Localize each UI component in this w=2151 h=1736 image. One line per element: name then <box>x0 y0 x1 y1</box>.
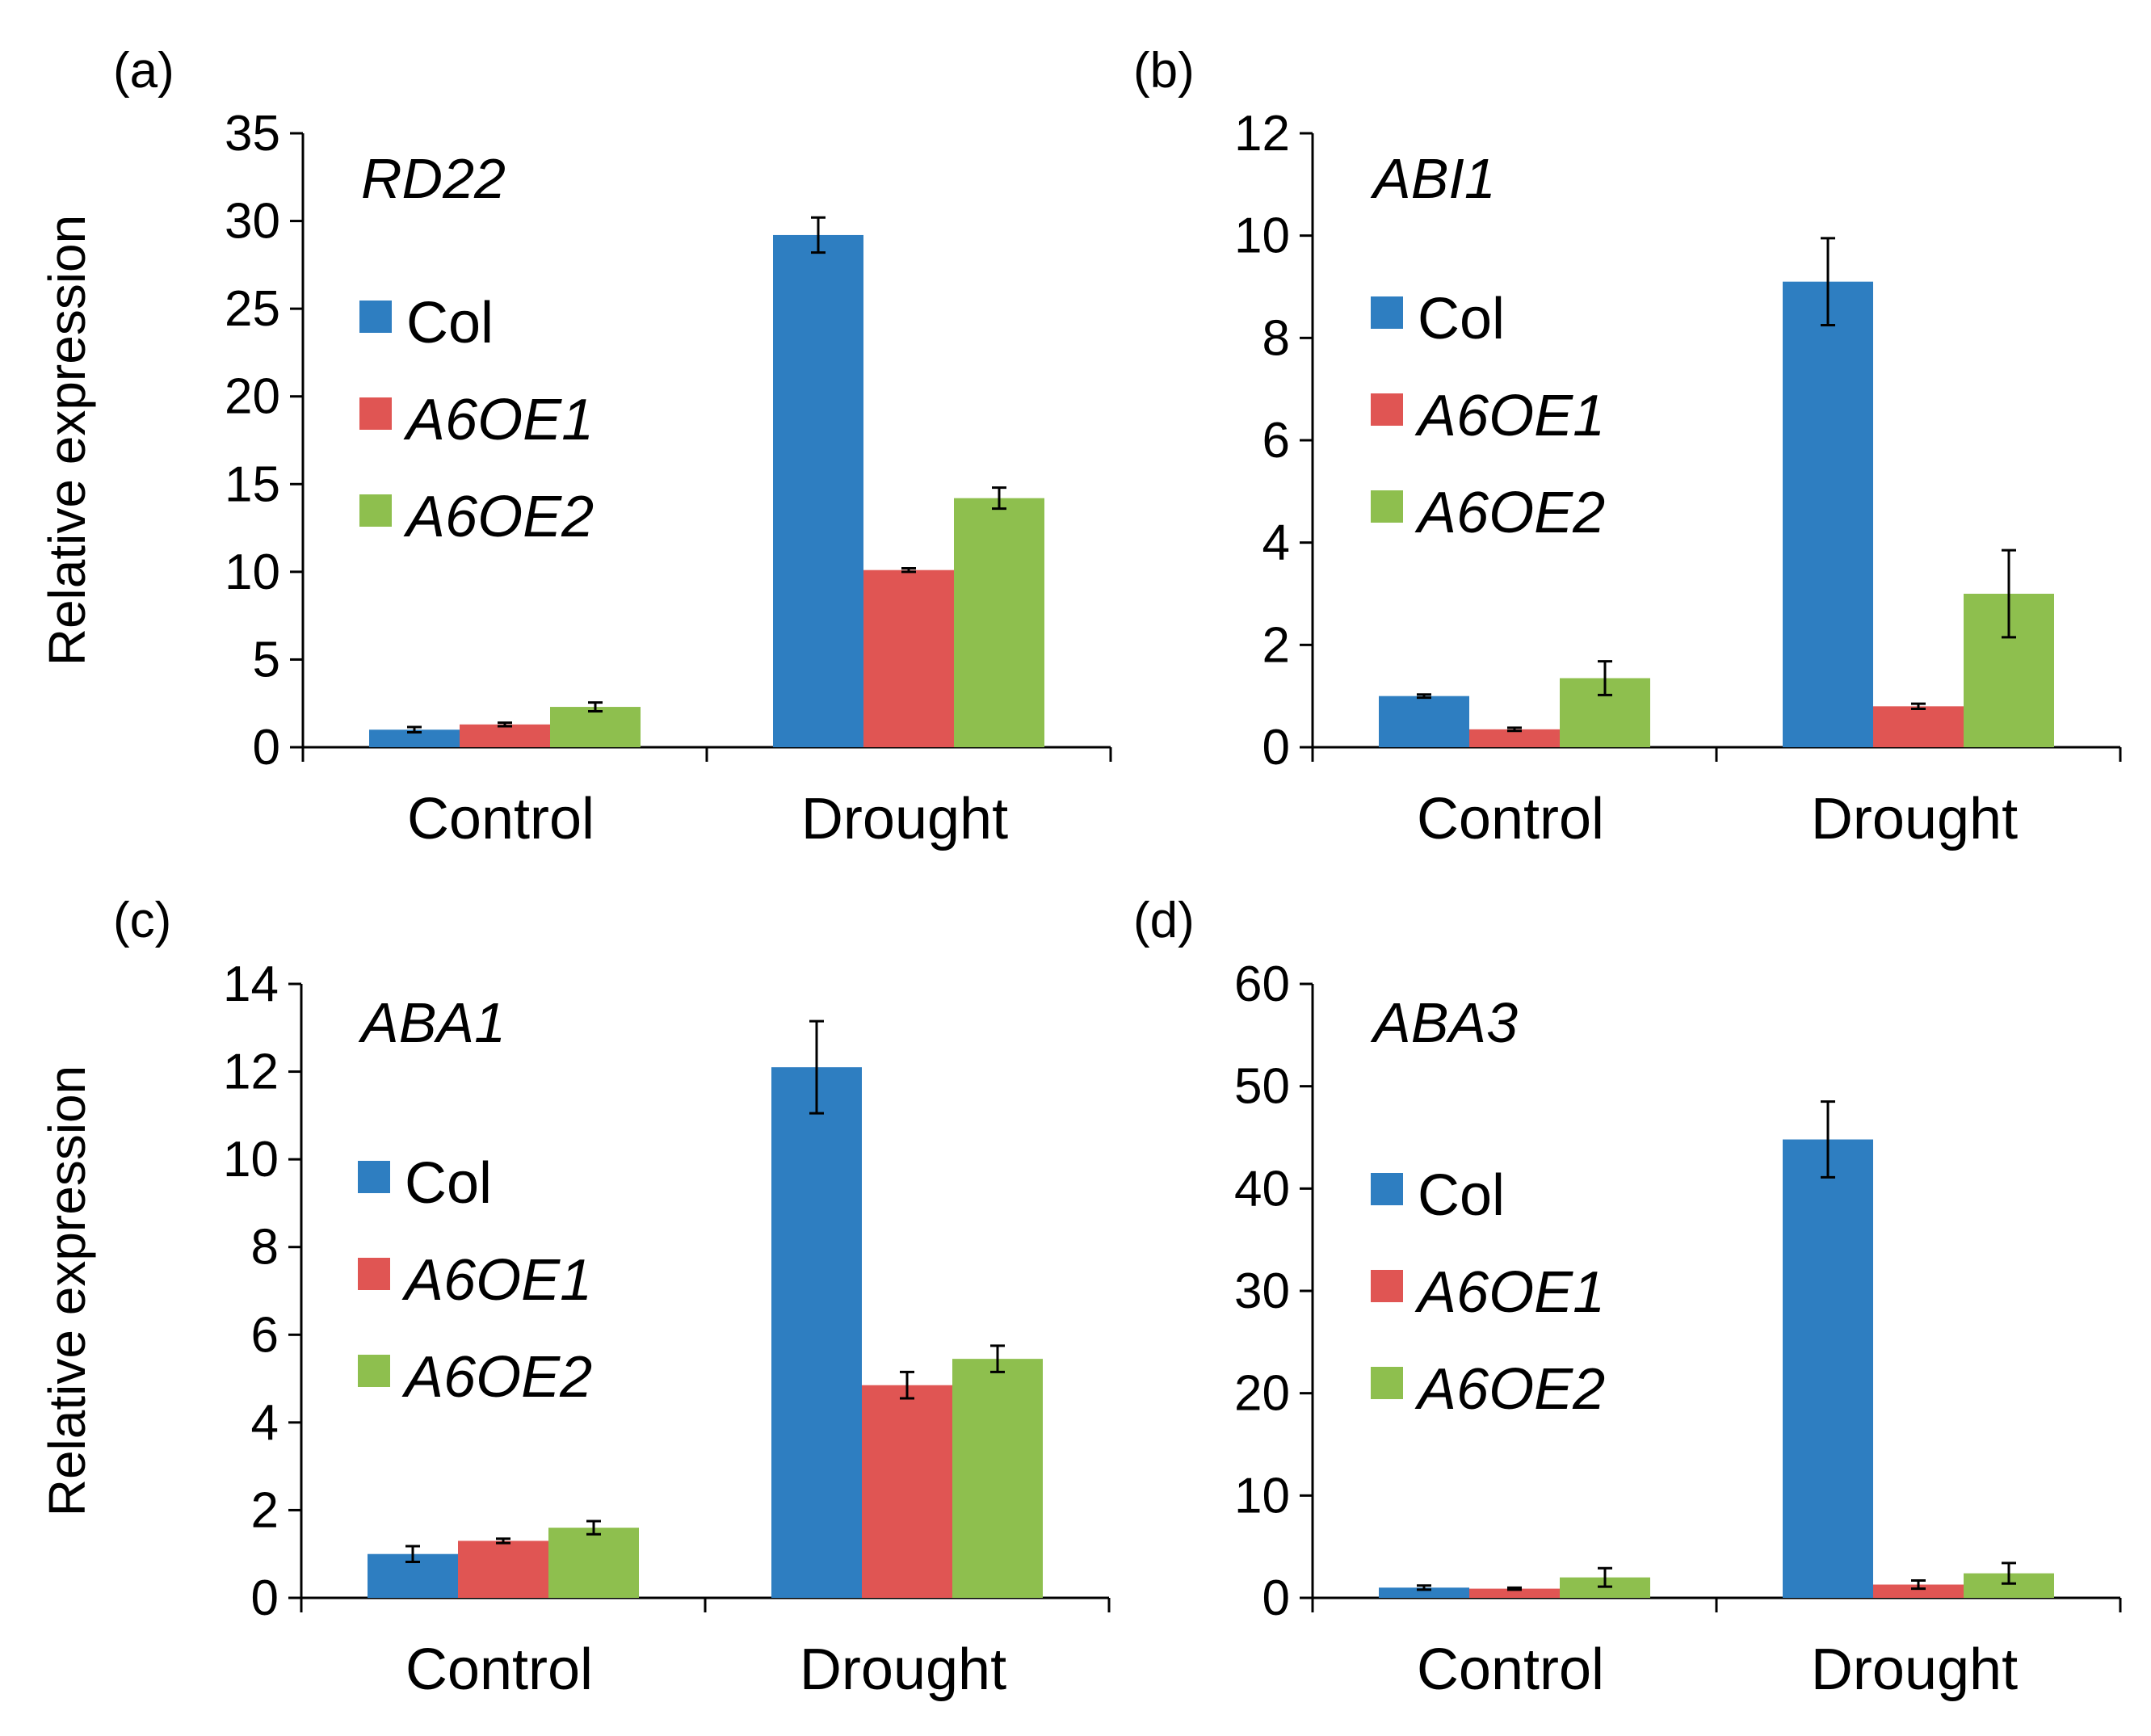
panel-label-c: (c) <box>113 893 171 948</box>
gene-title-a: RD22 <box>361 147 506 210</box>
y-tick-label-c-1: 2 <box>251 1482 279 1538</box>
bar-c-drought-a6oe2 <box>952 1359 1043 1598</box>
y-tick-label-c-5: 10 <box>223 1132 279 1187</box>
bar-a-control-a6oe1 <box>460 724 550 747</box>
y-tick-label-a-0: 0 <box>253 720 280 776</box>
y-tick-label-c-4: 8 <box>251 1220 279 1276</box>
bar-c-control-a6oe2 <box>548 1528 639 1598</box>
chart-panel-b: (b) ABI1 0 2 4 6 8 10 12 Control Drought Col A6OE1 A6… <box>1133 43 2122 851</box>
bar-a-drought-a6oe1 <box>863 570 954 747</box>
legend-label-c-col: Col <box>405 1151 492 1216</box>
legend-swatch-b-col <box>1371 296 1403 329</box>
x-category-label-d-1: Drought <box>1811 1637 2018 1702</box>
y-tick-label-d-1: 10 <box>1234 1468 1290 1524</box>
y-tick-label-c-7: 14 <box>223 956 279 1012</box>
x-category-label-b-0: Control <box>1417 787 1604 851</box>
x-category-label-b-1: Drought <box>1811 787 2018 851</box>
y-tick-label-c-3: 6 <box>251 1307 279 1363</box>
bar-a-control-a6oe2 <box>550 707 641 747</box>
bar-b-drought-a6oe1 <box>1873 706 1964 747</box>
gene-title-c: ABA1 <box>358 991 506 1054</box>
y-tick-label-d-3: 30 <box>1234 1263 1290 1319</box>
bar-a-drought-col <box>773 234 863 747</box>
bar-d-drought-col <box>1783 1139 1873 1598</box>
x-category-label-a-0: Control <box>407 787 594 851</box>
panel-label-d: (d) <box>1133 893 1195 948</box>
bar-c-control-a6oe1 <box>458 1541 548 1598</box>
legend-swatch-a-a6oe1 <box>359 397 392 430</box>
y-tick-label-b-2: 4 <box>1262 515 1290 571</box>
legend-swatch-a-a6oe2 <box>359 494 392 527</box>
x-category-label-c-0: Control <box>405 1637 593 1702</box>
y-tick-label-d-4: 40 <box>1234 1161 1290 1217</box>
bar-d-control-col <box>1379 1587 1469 1598</box>
y-axis-label-c: Relative expression <box>38 1066 96 1517</box>
panel-label-b: (b) <box>1133 43 1195 99</box>
y-tick-label-c-2: 4 <box>251 1395 279 1451</box>
legend-label-d-col: Col <box>1418 1163 1505 1228</box>
chart-panel-d: (d) ABA3 0 10 20 30 40 50 60 Control Drought Col A6O… <box>1133 893 2122 1702</box>
y-tick-label-c-0: 0 <box>251 1570 279 1626</box>
chart-panel-c: (c) ABA1 Relative expression 0 2 4 6 8 10 12 14 Con… <box>38 893 1111 1702</box>
y-tick-label-a-7: 35 <box>225 106 280 162</box>
y-tick-label-b-6: 12 <box>1234 106 1290 162</box>
legend-swatch-d-a6oe1 <box>1371 1270 1403 1302</box>
y-tick-label-a-2: 10 <box>225 544 280 600</box>
bar-c-drought-col <box>771 1067 862 1598</box>
bar-b-control-col <box>1379 696 1469 747</box>
x-category-label-d-0: Control <box>1417 1637 1604 1702</box>
bar-a-control-col <box>369 729 460 747</box>
y-tick-label-d-0: 0 <box>1262 1570 1290 1626</box>
x-category-label-c-1: Drought <box>800 1637 1006 1702</box>
x-category-label-a-1: Drought <box>801 787 1008 851</box>
legend-swatch-b-a6oe1 <box>1371 393 1403 426</box>
gene-title-b: ABI1 <box>1370 147 1496 210</box>
legend-swatch-d-a6oe2 <box>1371 1367 1403 1399</box>
y-tick-label-a-5: 25 <box>225 281 280 337</box>
legend-swatch-d-col <box>1371 1173 1403 1205</box>
legend-label-b-a6oe2: A6OE2 <box>1414 481 1605 545</box>
bar-b-drought-col <box>1783 281 1873 748</box>
bar-d-control-a6oe1 <box>1469 1588 1560 1598</box>
panel-label-a: (a) <box>113 43 174 99</box>
y-tick-label-a-6: 30 <box>225 194 280 250</box>
y-tick-label-b-0: 0 <box>1262 720 1290 776</box>
legend-label-d-a6oe1: A6OE1 <box>1414 1260 1605 1325</box>
gene-title-d: ABA3 <box>1370 991 1518 1054</box>
legend-swatch-a-col <box>359 301 392 333</box>
y-tick-label-a-4: 20 <box>225 369 280 425</box>
y-tick-label-a-3: 15 <box>225 456 280 512</box>
legend-label-d-a6oe2: A6OE2 <box>1414 1357 1605 1422</box>
legend-swatch-b-a6oe2 <box>1371 490 1403 523</box>
y-tick-label-a-1: 5 <box>253 632 280 687</box>
legend-label-b-col: Col <box>1418 287 1505 351</box>
legend-label-c-a6oe2: A6OE2 <box>401 1345 592 1410</box>
y-tick-label-c-6: 12 <box>223 1045 279 1100</box>
y-tick-label-b-5: 10 <box>1234 208 1290 264</box>
legend-label-a-col: Col <box>406 291 494 355</box>
y-tick-label-b-1: 2 <box>1262 617 1290 673</box>
legend-label-a-a6oe1: A6OE1 <box>403 388 594 452</box>
y-tick-label-b-3: 6 <box>1262 413 1290 469</box>
chart-panel-a: (a) RD22 Relative expression 0 5 10 15 20 25 30 35… <box>38 43 1112 851</box>
bar-a-drought-a6oe2 <box>954 498 1044 747</box>
legend-label-a-a6oe2: A6OE2 <box>403 485 594 549</box>
y-tick-label-d-5: 50 <box>1234 1059 1290 1115</box>
legend-label-b-a6oe1: A6OE1 <box>1414 384 1605 448</box>
legend-swatch-c-a6oe2 <box>358 1355 390 1387</box>
bar-d-drought-a6oe1 <box>1873 1584 1964 1598</box>
bar-b-control-a6oe1 <box>1469 729 1560 747</box>
y-tick-label-d-2: 20 <box>1234 1366 1290 1422</box>
y-axis-label-a: Relative expression <box>38 215 96 666</box>
legend-swatch-c-a6oe1 <box>358 1258 390 1290</box>
bar-c-drought-a6oe1 <box>862 1385 952 1598</box>
legend-swatch-c-col <box>358 1161 390 1193</box>
y-tick-label-b-4: 8 <box>1262 310 1290 366</box>
y-tick-label-d-6: 60 <box>1234 956 1290 1012</box>
legend-label-c-a6oe1: A6OE1 <box>401 1248 592 1313</box>
